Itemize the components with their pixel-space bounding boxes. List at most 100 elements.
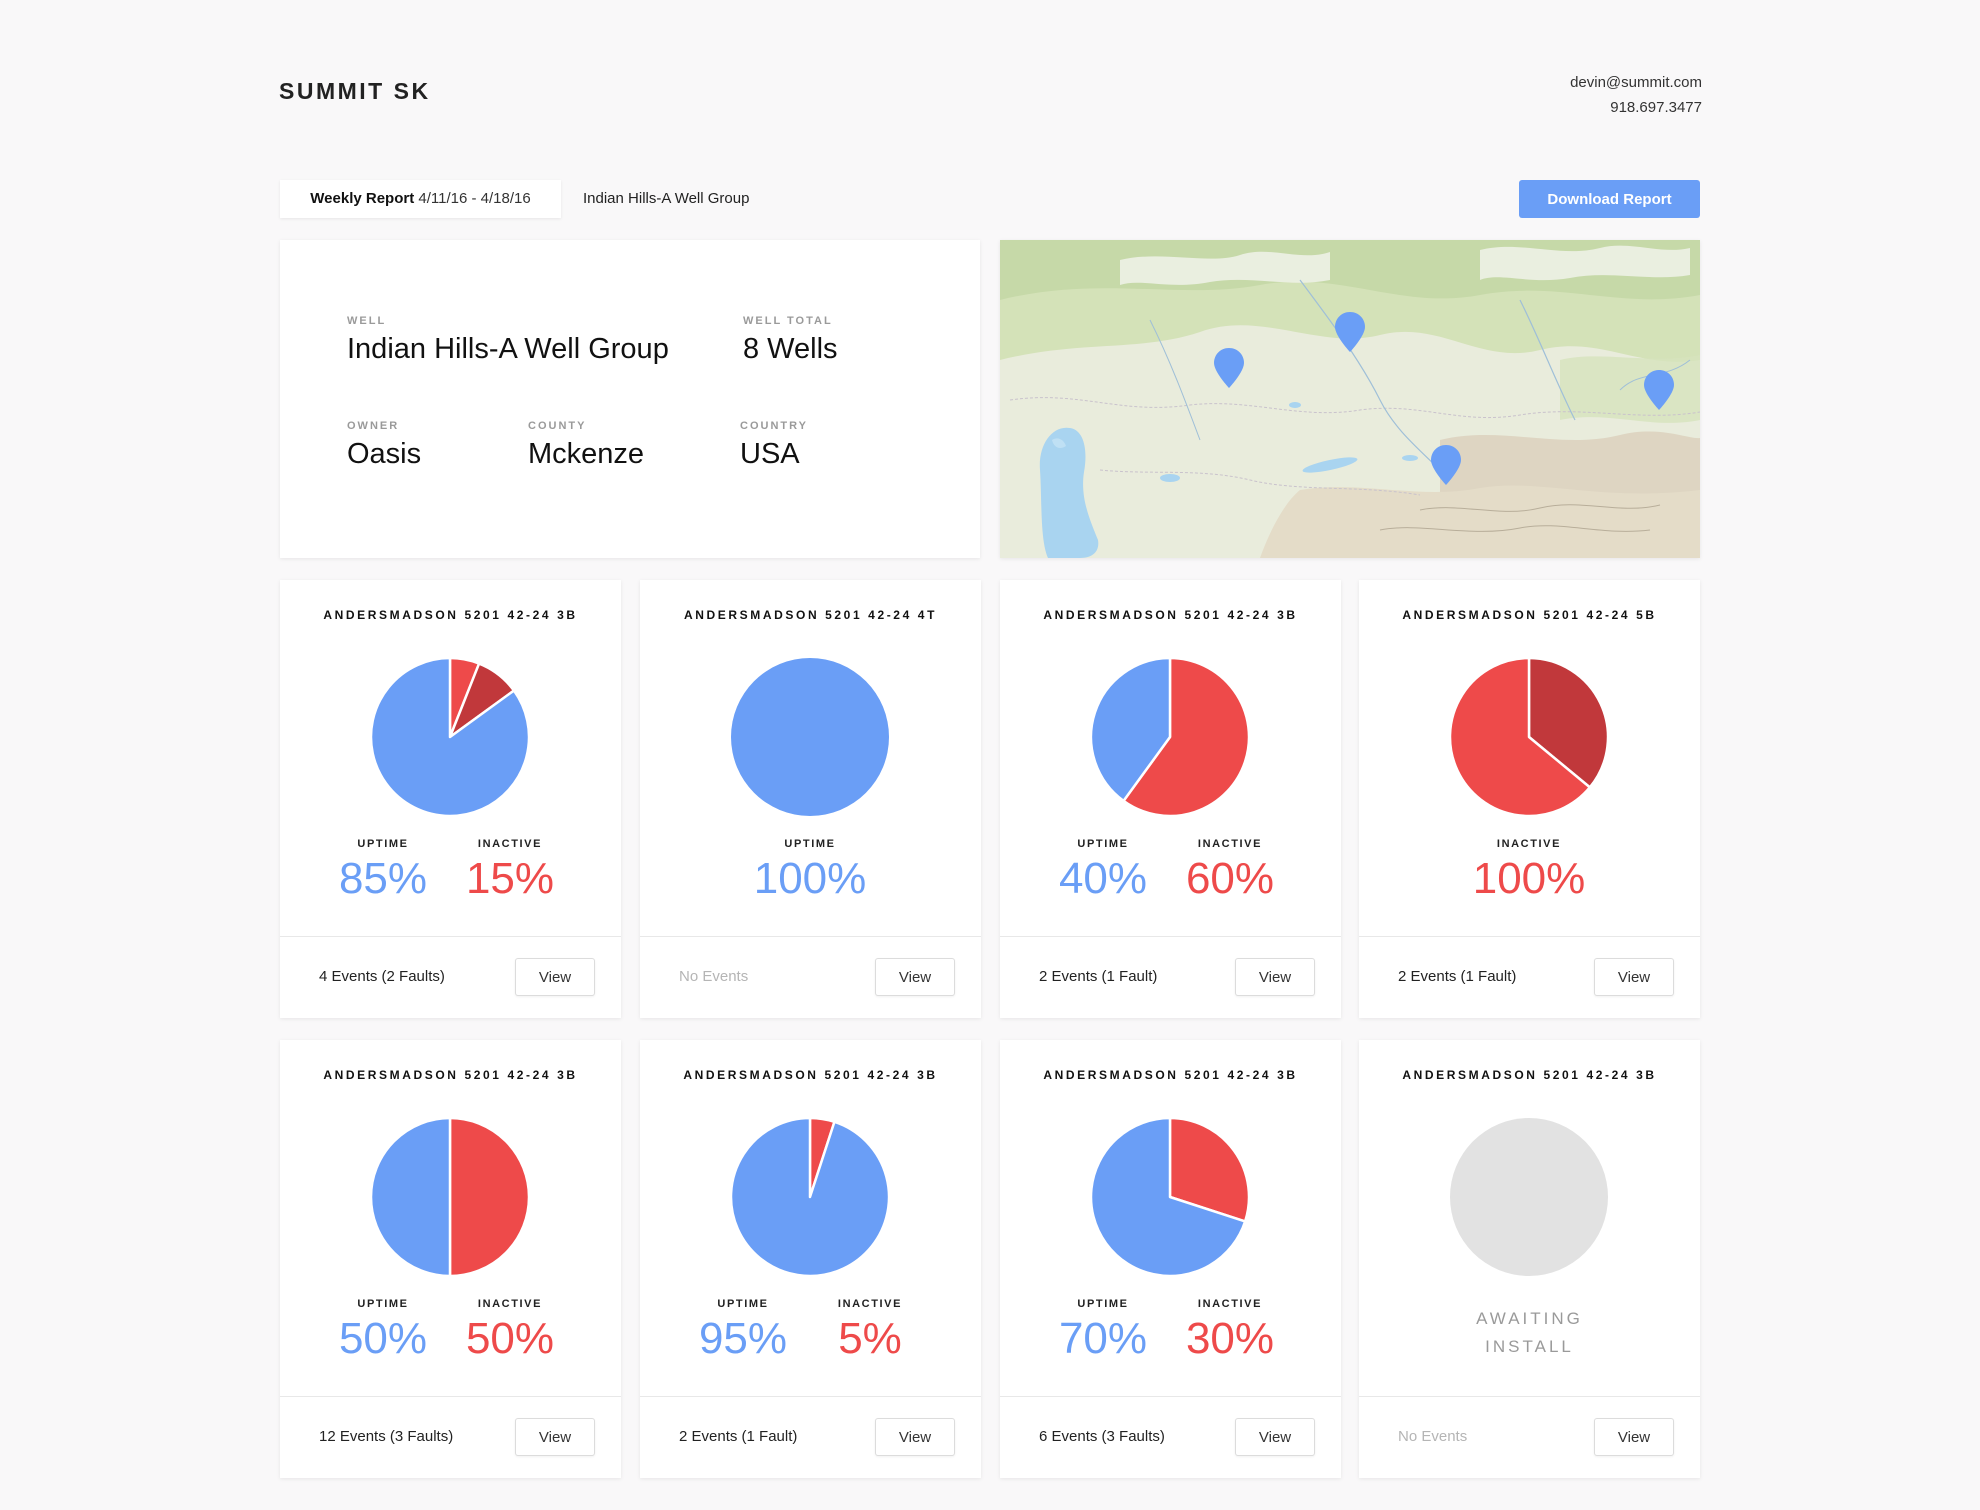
view-button[interactable]: View — [1594, 1418, 1674, 1456]
view-button[interactable]: View — [875, 1418, 955, 1456]
events-summary: 2 Events (1 Fault) — [679, 1428, 798, 1445]
awaiting-install-label: AWAITING INSTALL — [1359, 1305, 1700, 1361]
contact-info: devin@summit.com 918.697.3477 — [1570, 70, 1702, 120]
inactive-stat: INACTIVE 100% — [1459, 838, 1599, 904]
card-footer: No Events View — [640, 936, 981, 1019]
owner-field: OWNER Oasis — [347, 420, 421, 471]
well-card: ANDERSMADSON 5201 42-24 3B AWAITING INSTAL… — [1359, 1040, 1700, 1478]
pie-slice-uptime — [369, 656, 531, 818]
uptime-label: UPTIME — [357, 1298, 409, 1310]
well-card: ANDERSMADSON 5201 42-24 3B UPTIME 70% INACT… — [1000, 1040, 1341, 1478]
well-pie-chart — [1450, 1118, 1608, 1276]
events-summary: 2 Events (1 Fault) — [1039, 968, 1158, 985]
map-pin-icon[interactable] — [1644, 370, 1674, 410]
pie-slice-fault — [1527, 656, 1610, 789]
well-card: ANDERSMADSON 5201 42-24 3B UPTIME 40% INACT… — [1000, 580, 1341, 1018]
uptime-stat: UPTIME 100% — [740, 838, 880, 904]
inactive-stat: INACTIVE 50% — [440, 1298, 580, 1364]
events-summary: 12 Events (3 Faults) — [319, 1428, 454, 1445]
view-button[interactable]: View — [1235, 1418, 1315, 1456]
pie-slice-uptime — [369, 1116, 452, 1278]
owner-label: OWNER — [347, 420, 400, 432]
well-title: ANDERSMADSON 5201 42-24 3B — [1402, 1068, 1657, 1082]
well-pie-chart — [369, 1116, 531, 1278]
well-card: ANDERSMADSON 5201 42-24 3B UPTIME 95% INACT… — [640, 1040, 981, 1478]
map-canvas[interactable] — [1000, 240, 1700, 558]
pie-slice-uptime — [1089, 1116, 1247, 1278]
contact-phone[interactable]: 918.697.3477 — [1610, 99, 1702, 116]
inactive-value: 5% — [838, 1314, 902, 1363]
brand-logo: SUMMIT SK — [279, 78, 431, 104]
well-total-value: 8 Wells — [743, 333, 838, 365]
uptime-stat: UPTIME 50% — [313, 1298, 453, 1364]
uptime-stat: UPTIME 40% — [1033, 838, 1173, 904]
awaiting-line: AWAITING — [1476, 1309, 1583, 1328]
well-map[interactable] — [1000, 240, 1700, 558]
well-pie-chart — [731, 658, 889, 816]
well-card: ANDERSMADSON 5201 42-24 4T UPTIME 100% No E… — [640, 580, 981, 1018]
owner-value: Oasis — [347, 438, 422, 470]
inactive-value: 60% — [1185, 854, 1275, 903]
pie-slice-uptime — [1089, 656, 1172, 803]
events-summary: 2 Events (1 Fault) — [1398, 968, 1517, 985]
pie-slice-awaiting — [1450, 1118, 1608, 1276]
card-footer: 4 Events (2 Faults) View — [280, 936, 621, 1019]
view-button[interactable]: View — [1235, 958, 1315, 996]
uptime-value: 95% — [698, 1314, 788, 1363]
map-pin-icon[interactable] — [1431, 445, 1461, 485]
inactive-value: 30% — [1185, 1314, 1275, 1363]
well-pie-chart — [1089, 1116, 1251, 1278]
uptime-value: 70% — [1058, 1314, 1148, 1363]
well-title: ANDERSMADSON 5201 42-24 5B — [1402, 608, 1657, 622]
uptime-stat: UPTIME 95% — [673, 1298, 813, 1364]
map-pin-icon[interactable] — [1335, 312, 1365, 352]
inactive-label: INACTIVE — [1197, 838, 1263, 850]
events-summary: 6 Events (3 Faults) — [1039, 1428, 1165, 1445]
inactive-value: 50% — [465, 1314, 555, 1363]
contact-email[interactable]: devin@summit.com — [1570, 74, 1702, 91]
country-value: USA — [740, 438, 800, 470]
view-button[interactable]: View — [875, 958, 955, 996]
well-value: Indian Hills-A Well Group — [347, 333, 669, 365]
well-group-tab[interactable]: Indian Hills-A Well Group — [583, 190, 750, 207]
uptime-label: UPTIME — [1077, 838, 1129, 850]
uptime-label: UPTIME — [357, 838, 409, 850]
uptime-label: UPTIME — [717, 1298, 769, 1310]
view-button[interactable]: View — [515, 958, 595, 996]
inactive-stat: INACTIVE 60% — [1160, 838, 1300, 904]
uptime-value: 100% — [753, 854, 867, 903]
county-label: COUNTY — [528, 420, 587, 432]
country-field: COUNTRY USA — [740, 420, 808, 471]
pie-slice-inactive — [1122, 656, 1251, 818]
uptime-value: 40% — [1058, 854, 1148, 903]
pie-slice-inactive — [1448, 656, 1592, 818]
inactive-stat: INACTIVE 30% — [1160, 1298, 1300, 1364]
card-footer: No Events View — [1359, 1396, 1700, 1479]
county-value: Mckenze — [528, 438, 645, 470]
events-summary: No Events — [679, 968, 749, 985]
map-pin-icon[interactable] — [1214, 348, 1244, 388]
well-title: ANDERSMADSON 5201 42-24 3B — [1043, 608, 1298, 622]
card-footer: 12 Events (3 Faults) View — [280, 1396, 621, 1479]
weekly-report-tab[interactable]: Weekly Report 4/11/16 - 4/18/16 — [280, 180, 561, 218]
card-footer: 2 Events (1 Fault) View — [1000, 936, 1341, 1019]
well-card: ANDERSMADSON 5201 42-24 3B UPTIME 50% INACT… — [280, 1040, 621, 1478]
download-report-button[interactable]: Download Report — [1519, 180, 1700, 218]
well-title: ANDERSMADSON 5201 42-24 3B — [323, 1068, 578, 1082]
well-pie-chart — [369, 656, 531, 818]
inactive-value: 15% — [465, 854, 555, 903]
view-button[interactable]: View — [1594, 958, 1674, 996]
uptime-value: 50% — [338, 1314, 428, 1363]
uptime-stat: UPTIME 85% — [313, 838, 453, 904]
well-title: ANDERSMADSON 5201 42-24 3B — [683, 1068, 938, 1082]
awaiting-line: INSTALL — [1485, 1337, 1574, 1356]
report-label: Weekly Report — [310, 190, 415, 207]
well-title: ANDERSMADSON 5201 42-24 3B — [323, 608, 578, 622]
view-button[interactable]: View — [515, 1418, 595, 1456]
inactive-label: INACTIVE — [837, 1298, 903, 1310]
inactive-stat: INACTIVE 5% — [800, 1298, 940, 1364]
pie-slice-uptime — [731, 658, 889, 816]
well-pie-chart — [1089, 656, 1251, 818]
well-card: ANDERSMADSON 5201 42-24 3B UPTIME 85% INACT… — [280, 580, 621, 1018]
inactive-value: 100% — [1472, 854, 1586, 903]
